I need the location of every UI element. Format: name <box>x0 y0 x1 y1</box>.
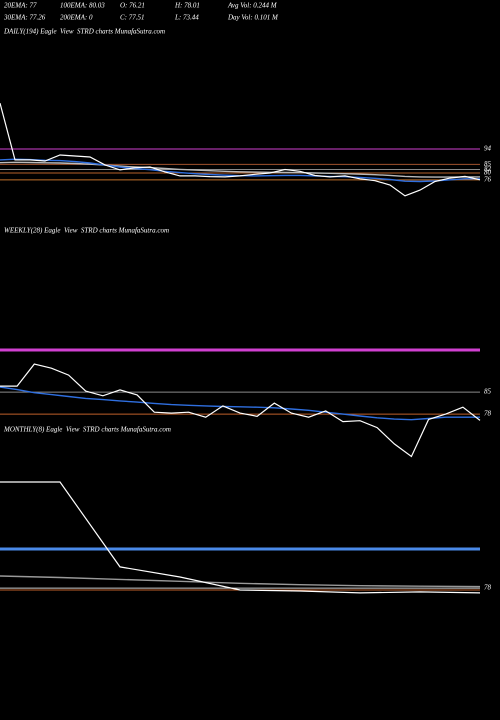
y-tick-label: 85 <box>484 388 492 396</box>
header-stat: Day Vol: 0.101 M <box>227 14 279 22</box>
header-stat: L: 73.44 <box>174 14 199 22</box>
price-line <box>0 363 481 458</box>
panel-title: WEEKLY(28) Eagle View STRD charts Munafa… <box>4 227 169 235</box>
y-tick-label: 76 <box>484 175 492 183</box>
header-stat: O: 76.21 <box>120 2 145 10</box>
price-line <box>0 161 480 178</box>
y-tick-label: 85 <box>484 160 492 168</box>
header-stat: C: 77.51 <box>120 14 145 22</box>
price-line <box>0 386 480 421</box>
header-stat: 100EMA: 80.03 <box>60 2 105 10</box>
header-stat: H: 78.01 <box>174 2 200 10</box>
header-stat: 20EMA: 77 <box>4 2 37 10</box>
panel-title: DAILY(194) Eagle View STRD charts Munafa… <box>3 28 165 36</box>
price-line <box>0 481 481 594</box>
header-stat: 200EMA: 0 <box>60 14 93 22</box>
y-tick-label: 94 <box>484 145 492 153</box>
panel-title: MONTHLY(8) Eagle View STRD charts Munafa… <box>3 426 171 434</box>
price-line <box>0 575 481 588</box>
y-tick-label: 78 <box>484 410 492 418</box>
y-tick-label: 80 <box>484 169 492 177</box>
y-tick-label: 78 <box>484 584 492 592</box>
y-tick-label: 82 <box>484 165 492 173</box>
header-stat: 30EMA: 77.26 <box>3 14 46 22</box>
price-line <box>0 102 481 197</box>
header-stat: Avg Vol: 0.244 M <box>227 2 278 10</box>
